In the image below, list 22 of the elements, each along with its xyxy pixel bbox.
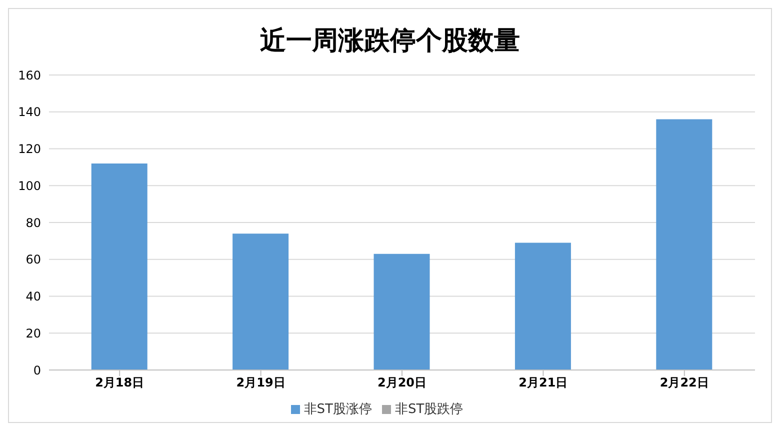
y-tick-label: 160 [18,68,41,82]
y-tick-label: 120 [18,142,41,156]
chart-title: 近一周涨跌停个股数量 [259,25,521,58]
y-tick-label: 140 [18,105,41,120]
y-tick-label: 40 [26,290,41,304]
x-tick-label: 2月19日 [236,376,286,390]
y-tick-label: 0 [33,363,41,378]
y-tick-label: 100 [18,178,41,193]
x-tick-label: 2月21日 [518,376,568,390]
bar [91,164,148,370]
x-tick-label: 2月18日 [95,376,144,390]
x-tick-label: 2月20日 [377,376,427,390]
bar [656,119,712,370]
bar [232,234,289,370]
legend-label: 非ST股跌停 [395,402,464,417]
y-tick-label: 60 [26,252,41,267]
x-tick-label: 2月22日 [660,376,709,390]
legend-label: 非ST股涨停 [304,402,372,417]
bar [514,242,571,370]
y-tick-label: 20 [26,326,41,340]
y-tick-label: 80 [26,216,41,230]
bar [374,254,430,370]
